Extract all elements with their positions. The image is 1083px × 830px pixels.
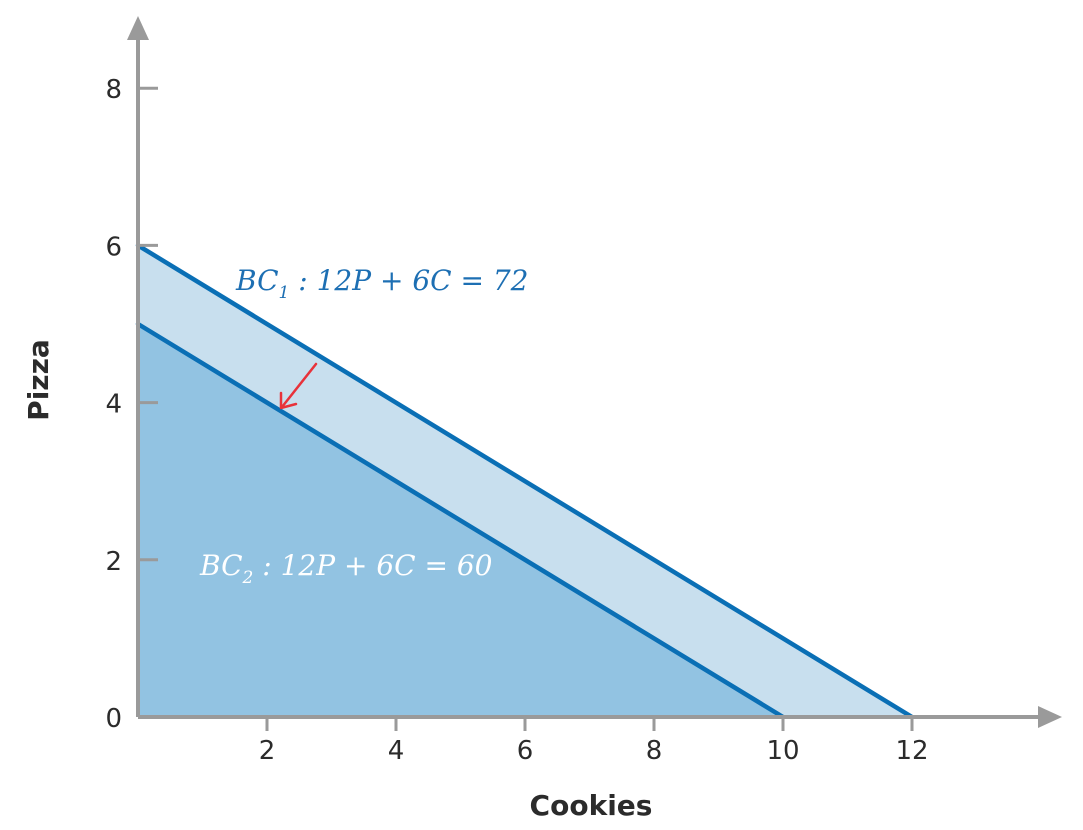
shift-arrow-head <box>279 391 298 410</box>
y-axis-arrowhead <box>127 16 149 40</box>
x-axis-arrowhead <box>1038 706 1062 728</box>
budget-line-bc2 <box>135 321 786 720</box>
x-tick-label: 12 <box>895 736 928 766</box>
axis-ticks: 2 4 6 8 10 12 0 2 4 6 8 <box>105 75 928 766</box>
x-tick-label: 2 <box>259 736 276 766</box>
annotations <box>279 362 318 410</box>
y-tick-label: 2 <box>105 547 122 577</box>
y-tick-label: 8 <box>105 75 122 105</box>
y-tick-label: 0 <box>105 704 122 734</box>
budget-line-bc1 <box>135 243 915 720</box>
budget-lines <box>135 243 915 720</box>
x-tick-label: 4 <box>388 736 405 766</box>
axes <box>127 16 1062 728</box>
x-axis-title: Cookies <box>530 789 653 822</box>
x-tick-label: 10 <box>766 736 799 766</box>
bc1-equation-label: BC1 : 12P + 6C = 72 <box>235 264 528 303</box>
y-tick-label: 4 <box>105 390 122 420</box>
shift-arrow-shaft <box>280 362 318 409</box>
y-tick-label: 6 <box>105 232 122 262</box>
line-labels: BC1 : 12P + 6C = 72 BC2 : 12P + 6C = 60 <box>199 264 528 588</box>
x-tick-label: 6 <box>517 736 534 766</box>
y-axis-title: Pizza <box>22 339 55 421</box>
x-tick-label: 8 <box>646 736 663 766</box>
bc2-equation-label: BC2 : 12P + 6C = 60 <box>199 549 492 588</box>
